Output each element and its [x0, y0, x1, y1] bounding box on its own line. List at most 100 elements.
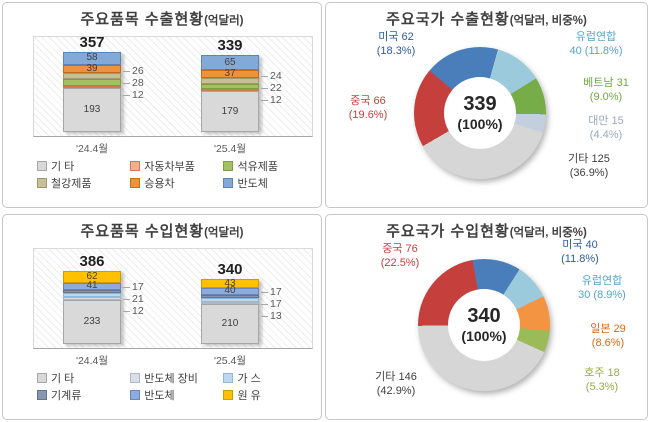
- legend-swatch: [223, 389, 234, 400]
- segment-value-label: 179: [221, 105, 239, 117]
- segment-value-label: 37: [224, 68, 236, 80]
- segment-side-label: 13: [270, 309, 282, 322]
- donut-label-line: (42.9%): [376, 384, 416, 397]
- donut-label-line: 유럽연합: [575, 31, 617, 43]
- legend-item: 반도체 장비: [130, 369, 223, 386]
- x-axis-label: '24.4월: [75, 143, 109, 155]
- bar-segment: 179: [201, 91, 259, 132]
- side-label-leader-line: [261, 88, 268, 90]
- bar-segment: [201, 295, 259, 299]
- chart-title: 주요품목 수입현황(억달러): [3, 220, 321, 241]
- donut-label-usa: 미국 62 (18.3%): [350, 31, 442, 58]
- export-items-legend: 기 타 자동차부품 석유제품 철강제품 승용차 반도체: [37, 157, 317, 191]
- segment-side-label: 17: [270, 285, 282, 298]
- donut-label-line: 미국 40: [562, 239, 598, 251]
- stacked-bar: 62 41 233: [63, 270, 121, 345]
- segment-side-label: 12: [270, 94, 282, 107]
- legend-swatch: [130, 389, 141, 400]
- segment-side-label: 22: [270, 82, 282, 95]
- chart-title: 주요국가 수출현황(억달러, 비중%): [326, 8, 647, 29]
- donut-total-percent: (100%): [457, 116, 503, 132]
- legend-item: 원 유: [223, 386, 316, 403]
- legend-item: 기 타: [37, 369, 130, 386]
- legend-swatch: [223, 372, 234, 383]
- chart-title-text: 주요국가 수출현황: [386, 11, 510, 28]
- legend-swatch: [223, 177, 234, 188]
- export-countries-chart-panel: 주요국가 수출현황(억달러, 비중%) 339 (100%) 미국 62 (18.…: [325, 2, 648, 208]
- export-countries-donut: [414, 47, 546, 179]
- donut-total-percent: (100%): [461, 328, 507, 344]
- donut-label-line: (19.6%): [348, 108, 388, 121]
- bar-segment: [201, 83, 259, 89]
- donut-label-line: (9.0%): [589, 90, 623, 103]
- segment-side-label: 12: [132, 89, 144, 102]
- donut-label-line: 40 (11.8%): [569, 44, 623, 57]
- bar-segment: 41: [63, 281, 121, 291]
- side-label-leader-line: [123, 83, 130, 85]
- chart-title-unit: (억달러, 비중%): [509, 227, 587, 239]
- segment-value-label: 210: [221, 318, 239, 329]
- legend-swatch: [37, 372, 47, 383]
- legend-label: 원 유: [237, 389, 261, 402]
- bar-segment: 210: [201, 304, 259, 344]
- side-label-leader-line: [261, 100, 268, 102]
- legend-label: 기계류: [51, 389, 82, 402]
- segment-side-label: 21: [132, 292, 144, 305]
- bar-segment: [63, 290, 121, 294]
- legend-swatch: [130, 160, 141, 171]
- legend-item: 기 타: [37, 157, 130, 174]
- bar-segment: [63, 297, 121, 300]
- chart-title: 주요품목 수출현황(억달러): [3, 8, 321, 29]
- donut-label-line: (11.8%): [561, 252, 599, 265]
- side-label-leader-line: [123, 298, 130, 300]
- legend-label: 반도체: [144, 389, 175, 402]
- chart-title-unit: (억달러, 비중%): [509, 15, 587, 27]
- donut-label-vietnam: 베트남 31 (9.0%): [562, 77, 647, 104]
- legend-label: 반도체: [237, 177, 268, 190]
- legend-item: 반도체: [223, 174, 316, 191]
- segment-value-label: 43: [224, 277, 236, 289]
- side-label-leader-line: [123, 71, 130, 73]
- legend-item: 철강제품: [37, 174, 130, 191]
- chart-title-unit: (억달러): [204, 15, 244, 27]
- donut-label-line: 기타 146: [375, 371, 417, 383]
- legend-label: 승용차: [144, 177, 175, 190]
- x-axis-label: '25.4월: [213, 143, 247, 155]
- donut-label-line: (36.9%): [569, 166, 609, 179]
- legend-swatch: [130, 177, 141, 188]
- bar-segment: 40: [201, 286, 259, 296]
- x-axis-label: '25.4월: [213, 355, 247, 367]
- import-items-legend: 기 타 반도체 장비 가 스 기계류 반도체 원 유: [37, 369, 317, 403]
- donut-center-label: 340 (100%): [418, 259, 550, 391]
- bar-segment: [201, 301, 259, 305]
- stacked-bar: 58 39 193: [63, 51, 121, 133]
- segment-value-label: 233: [83, 315, 101, 327]
- segment-side-label: 17: [132, 280, 144, 293]
- donut-label-others: 기타 125 (36.9%): [544, 153, 634, 180]
- bar-segment: [63, 85, 121, 89]
- bar-segment: 37: [201, 68, 259, 80]
- donut-label-line: 중국 76: [382, 243, 418, 255]
- legend-swatch: [37, 160, 47, 171]
- donut-total-value: 340: [467, 305, 501, 327]
- donut-label-line: 유럽연합: [581, 275, 623, 287]
- side-label-leader-line: [261, 76, 268, 78]
- donut-label-line: (4.4%): [589, 128, 623, 141]
- segment-value-label: 39: [86, 63, 98, 74]
- bar-segment: 39: [63, 63, 121, 74]
- donut-label-china: 중국 66 (19.6%): [326, 95, 410, 122]
- bar-total-label: 340: [217, 261, 243, 279]
- export-items-plot: 58 39 193 357'24.4월 26 28 12 65 37 179 339'25.4월 24…: [33, 34, 313, 155]
- segment-value-label: 58: [86, 52, 98, 64]
- donut-label-line: 미국 62: [378, 31, 414, 43]
- bar-segment: [201, 88, 259, 92]
- donut-label-usa: 미국 40 (11.8%): [534, 239, 626, 266]
- stacked-bar: 65 37 179: [201, 55, 259, 132]
- donut-label-line: (5.3%): [585, 380, 619, 393]
- segment-side-label: 17: [270, 297, 282, 310]
- legend-item: 석유제품: [223, 157, 316, 174]
- bar-total-label: 386: [79, 252, 105, 270]
- legend-label: 반도체 장비: [144, 372, 198, 385]
- bar-segment: [63, 293, 121, 298]
